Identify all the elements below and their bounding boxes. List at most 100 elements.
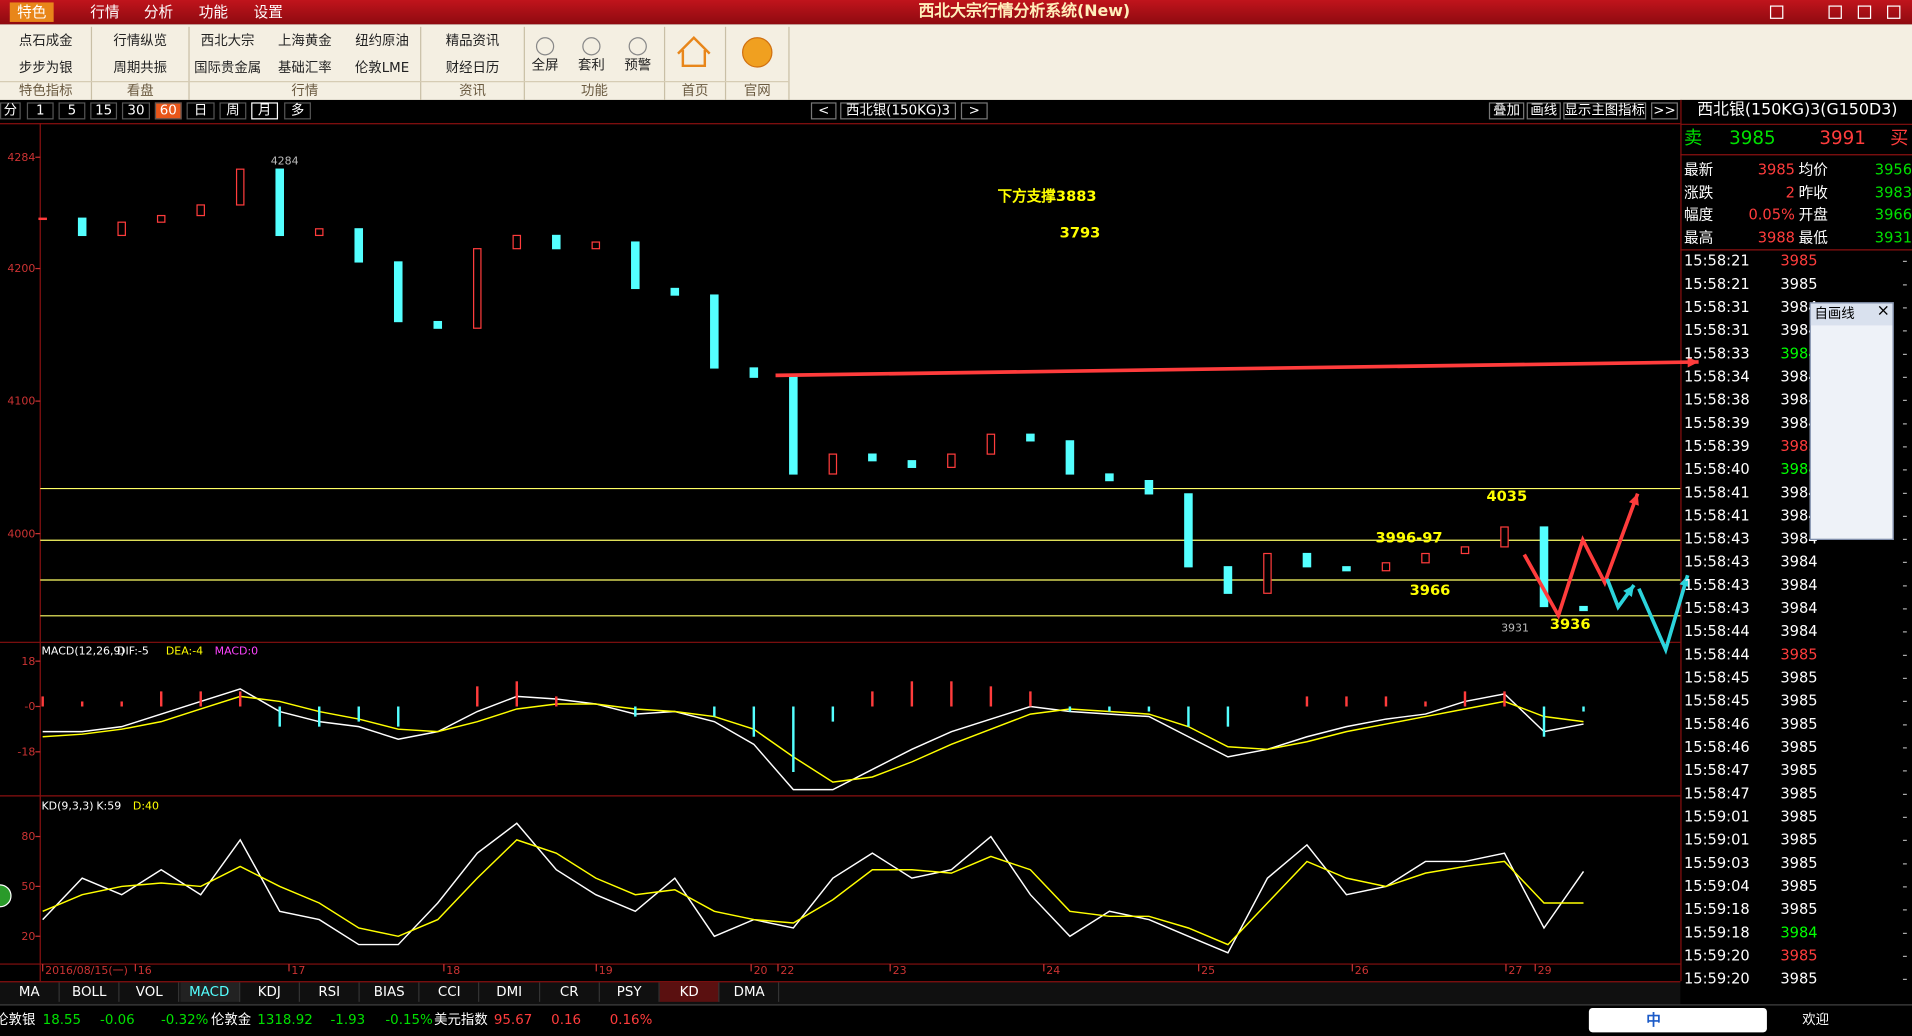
tick-marker: - — [1902, 344, 1908, 362]
tick-price: 3984 — [1780, 368, 1818, 386]
stat-label: 昨收 — [1798, 183, 1828, 201]
toolbar-button[interactable]: 伦敦LME — [354, 59, 410, 76]
candle — [512, 234, 522, 250]
annotation: 4035 — [1486, 488, 1527, 505]
period-button[interactable]: 月 — [251, 102, 279, 120]
indicator-tab[interactable]: RSI — [300, 982, 360, 1002]
side-badge — [0, 884, 12, 908]
indicator-tab[interactable]: CCI — [420, 982, 480, 1002]
tick-time: 15:58:38 — [1683, 391, 1750, 409]
toolbar-button[interactable]: 财经日历 — [445, 59, 500, 76]
candle — [77, 217, 87, 237]
menu-item[interactable]: 特色 — [9, 2, 54, 22]
period-button[interactable]: 多 — [284, 102, 311, 120]
candle — [670, 287, 680, 296]
tick-marker: - — [1902, 483, 1908, 501]
chart-tool-button[interactable]: 叠加 — [1488, 102, 1525, 120]
indicator-tab[interactable]: DMA — [720, 982, 780, 1002]
ticker-pct: -0.15% — [385, 1011, 433, 1028]
menu-item[interactable]: 设置 — [253, 3, 283, 21]
menu-item[interactable]: 行情 — [90, 3, 120, 21]
tool-button[interactable]: 套利 — [577, 57, 605, 74]
period-button[interactable]: 15 — [90, 102, 118, 120]
tick-time: 15:59:20 — [1683, 947, 1750, 965]
ticker-change: -1.93 — [330, 1011, 366, 1028]
period-button[interactable]: 1 — [26, 102, 54, 120]
tick-time: 15:59:03 — [1683, 854, 1750, 872]
toolbar-button[interactable]: 周期共振 — [113, 59, 168, 76]
indicator-tab[interactable]: MACD — [179, 982, 240, 1002]
indicator-tab[interactable]: KDJ — [240, 982, 300, 1002]
tick-price: 3984 — [1780, 530, 1818, 548]
indicator-tab[interactable]: KD — [659, 982, 720, 1002]
indicator-tab[interactable]: MA — [0, 982, 60, 1002]
toolbar-button[interactable]: 西北大宗 — [200, 32, 255, 49]
period-button[interactable]: 周 — [219, 102, 247, 120]
tick-time: 15:58:44 — [1683, 622, 1750, 640]
chart-tool-button[interactable]: 显示主图指标 — [1563, 102, 1647, 120]
tick-price: 3984 — [1780, 507, 1818, 525]
toolbar — [0, 24, 1912, 102]
period-button[interactable]: 60 — [154, 102, 182, 120]
indicator-tab[interactable]: DMI — [480, 982, 540, 1002]
tick-marker: - — [1902, 321, 1908, 339]
indicator-tab[interactable]: PSY — [600, 982, 660, 1002]
menu-item[interactable]: 分析 — [143, 3, 174, 21]
indicator-tab[interactable]: BIAS — [360, 982, 420, 1002]
stat-value: 0.05% — [1748, 205, 1795, 224]
candle — [196, 204, 205, 217]
x-tick-label: 27 — [1508, 964, 1522, 977]
tick-marker: - — [1902, 808, 1908, 826]
symbol-nav[interactable]: > — [960, 102, 988, 120]
symbol-title: 西北银(150KG)3(G150D3) — [1697, 101, 1898, 120]
chart-tool-button[interactable]: 画线 — [1526, 102, 1561, 120]
annotation: 3936 — [1550, 616, 1591, 633]
annotation: 4284 — [271, 155, 299, 168]
y-tick-label: 80 — [21, 830, 35, 843]
period-button[interactable]: 分 — [0, 102, 21, 120]
period-button[interactable]: 5 — [58, 102, 86, 120]
tool-icon — [628, 37, 647, 56]
period-button[interactable]: 日 — [186, 102, 215, 120]
toolbar-button[interactable]: 点石成金 — [18, 32, 73, 49]
tick-price: 3985 — [1780, 877, 1818, 895]
tick-marker: - — [1902, 460, 1908, 478]
home-icon — [677, 36, 711, 68]
menu-item[interactable]: 功能 — [198, 3, 229, 21]
candle — [552, 234, 561, 250]
tool-button[interactable]: 预警 — [624, 57, 652, 74]
toolbar-button[interactable]: 步步为银 — [18, 59, 73, 76]
indicator-tab[interactable]: VOL — [120, 982, 180, 1002]
candle — [1223, 566, 1233, 594]
indicator-legend: DIF:-5 — [117, 644, 149, 657]
tick-marker: - — [1902, 622, 1908, 640]
y-tick-label: -18 — [17, 745, 35, 758]
period-button[interactable]: 30 — [121, 102, 150, 120]
symbol-nav[interactable]: 西北银(150KG)3 — [840, 102, 957, 120]
tick-price: 3984 — [1780, 460, 1818, 478]
toolbar-button[interactable]: 纽约原油 — [355, 32, 409, 49]
toolbar-button[interactable]: 上海黄金 — [278, 32, 332, 49]
stat-label: 涨跌 — [1683, 183, 1714, 201]
chart-tool-button[interactable]: >> — [1651, 102, 1678, 120]
symbol-nav[interactable]: < — [810, 102, 837, 120]
ticker-change: -0.06 — [99, 1011, 135, 1028]
toolbar-button[interactable]: 基础汇率 — [278, 59, 332, 76]
draw-tool-window — [1809, 302, 1894, 540]
draw-tool-close[interactable]: × — [1876, 302, 1890, 321]
x-tick-label: 16 — [138, 964, 152, 977]
tool-button[interactable]: 全屏 — [531, 57, 559, 74]
toolbar-button[interactable]: 行情纵览 — [113, 32, 168, 49]
tick-price: 3985 — [1780, 761, 1818, 779]
toolbar-button[interactable]: 国际贵金属 — [194, 59, 262, 76]
annotation: 3931 — [1501, 621, 1529, 634]
indicator-tab[interactable]: CR — [540, 982, 600, 1002]
stat-label: 开盘 — [1798, 205, 1828, 224]
toolbar-button[interactable]: 精品资讯 — [445, 32, 500, 49]
tick-time: 15:58:46 — [1683, 738, 1750, 756]
candle — [828, 453, 838, 475]
indicator-tab[interactable]: BOLL — [60, 982, 120, 1002]
drawn-arrow — [1522, 492, 1640, 621]
tick-time: 15:58:33 — [1683, 344, 1750, 362]
drawn-arrow-head — [1679, 575, 1690, 588]
